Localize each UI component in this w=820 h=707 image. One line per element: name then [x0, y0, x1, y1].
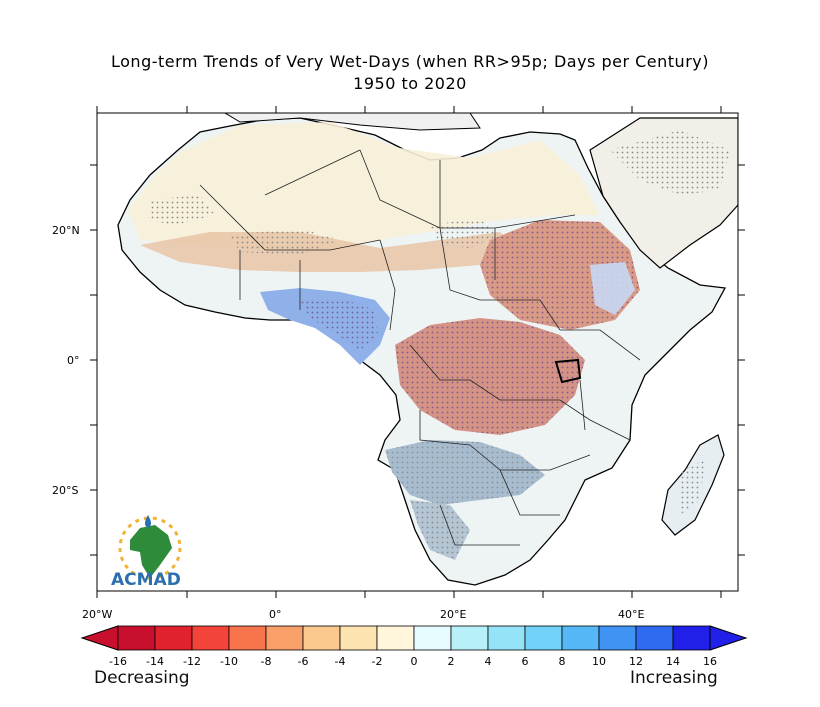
increasing-label: Increasing — [630, 668, 718, 688]
country-borders — [199, 149, 641, 546]
decreasing-label: Decreasing — [94, 668, 190, 688]
colorbar-swatch — [524, 625, 563, 651]
colorbar-swatch — [117, 625, 156, 651]
colorbar-tick-label: -2 — [372, 655, 383, 668]
colorbar: -16 -14 -12 -10 -8 -6 -4 -2 0 2 4 6 8 10 12 14 16 — [80, 625, 748, 668]
colorbar-tick-label: 2 — [448, 655, 455, 668]
colorbar-swatch — [302, 625, 341, 651]
lon-label-20w: 20°W — [82, 608, 112, 621]
colorbar-swatch — [413, 625, 452, 651]
colorbar-tick-label: -10 — [220, 655, 238, 668]
colorbar-arrow-left — [80, 625, 119, 651]
colorbar-tick-label: -16 — [109, 655, 127, 668]
sahara-region — [128, 122, 600, 250]
colorbar-swatch — [265, 625, 304, 651]
colorbar-swatch — [672, 625, 711, 651]
colorbar-tick-label: -12 — [183, 655, 201, 668]
colorbar-tick-label: -6 — [298, 655, 309, 668]
logo-text: ACMAD — [111, 570, 181, 590]
colorbar-tick-label: -8 — [261, 655, 272, 668]
axis-ticks — [90, 106, 745, 598]
colorbar-tick-label: 0 — [411, 655, 418, 668]
africa-logo-icon — [130, 525, 172, 578]
droplet-icon — [145, 515, 151, 528]
title-line-2: 1950 to 2020 — [353, 74, 467, 93]
lat-label-0: 0° — [67, 354, 80, 367]
colorbar-swatch — [228, 625, 267, 651]
colorbar-tick-label: 6 — [522, 655, 529, 668]
lake-victoria — [554, 358, 582, 384]
title-line-1: Long-term Trends of Very Wet-Days (when … — [111, 52, 709, 71]
southern-europe — [224, 113, 481, 131]
colorbar-swatch — [598, 625, 637, 651]
colorbar-tick-label: -4 — [335, 655, 346, 668]
colorbar-tick-label: -14 — [146, 655, 164, 668]
ethiopia-increase — [590, 262, 635, 315]
colorbar-swatch — [376, 625, 415, 651]
colorbar-swatch — [154, 625, 193, 651]
lat-label-20s: 20°S — [52, 484, 78, 497]
colorbar-swatch — [635, 625, 674, 651]
lat-label-20n: 20°N — [52, 224, 80, 237]
lon-label-20e: 20°E — [440, 608, 466, 621]
colorbar-arrow-right — [709, 625, 748, 651]
colorbar-swatch — [561, 625, 600, 651]
lon-label-0: 0° — [269, 608, 282, 621]
colorbar-swatch — [191, 625, 230, 651]
colorbar-tick-label: 12 — [629, 655, 643, 668]
lon-label-40e: 40°E — [618, 608, 644, 621]
colorbar-swatch — [487, 625, 526, 651]
colorbar-tick-label: 4 — [485, 655, 492, 668]
colorbar-swatch — [339, 625, 378, 651]
colorbar-tick-label: 16 — [703, 655, 717, 668]
acmad-logo: ACMAD — [111, 515, 182, 590]
colorbar-tick-label: 14 — [666, 655, 680, 668]
colorbar-tick-label: 8 — [559, 655, 566, 668]
colorbar-swatch — [450, 625, 489, 651]
colorbar-tick-label: 10 — [592, 655, 606, 668]
